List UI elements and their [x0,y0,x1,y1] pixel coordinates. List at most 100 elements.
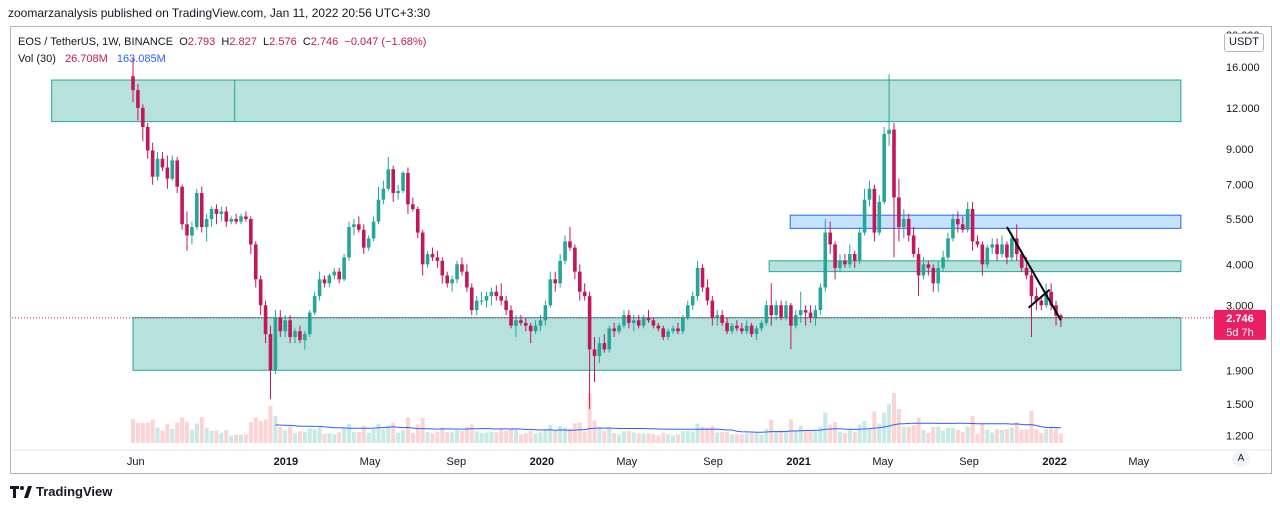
candle[interactable] [725,317,729,335]
candle[interactable] [970,201,975,251]
candle[interactable] [445,271,450,288]
candle[interactable] [803,305,808,326]
candle[interactable] [592,337,597,383]
candle[interactable] [735,320,739,332]
candle[interactable] [1005,241,1009,265]
candle[interactable] [705,279,710,306]
candle[interactable] [386,157,391,191]
candle[interactable] [239,213,243,225]
candle[interactable] [617,322,621,335]
candle[interactable] [1059,313,1063,327]
candle[interactable] [573,244,577,280]
candle[interactable] [327,273,332,288]
candle[interactable] [671,325,675,335]
candle[interactable] [273,310,278,375]
candle[interactable] [852,250,857,268]
candle[interactable] [568,226,572,251]
candle[interactable] [754,325,759,341]
candle[interactable] [523,317,528,332]
candle[interactable] [685,300,690,321]
candle[interactable] [862,188,867,236]
candle[interactable] [548,271,553,308]
candle[interactable] [543,300,548,326]
candle[interactable] [636,315,641,329]
candle[interactable] [425,250,430,268]
candle[interactable] [622,310,626,329]
candle[interactable] [307,310,312,338]
candle[interactable] [1034,287,1039,311]
candle[interactable] [298,325,302,344]
candle[interactable] [838,254,842,272]
candle[interactable] [818,283,823,316]
candle[interactable] [376,186,381,225]
candle[interactable] [808,305,813,323]
candle[interactable] [681,315,685,335]
candle[interactable] [411,197,415,212]
candle[interactable] [489,287,494,306]
candle[interactable] [1000,235,1004,258]
candle[interactable] [956,211,960,233]
candle[interactable] [995,238,999,261]
zone-supply-1[interactable] [789,214,1182,229]
candle[interactable] [479,291,484,306]
candle[interactable] [224,206,229,227]
candle[interactable] [607,325,612,353]
candle[interactable] [258,275,263,316]
zone-support-2[interactable] [768,260,1182,273]
candle[interactable] [303,331,307,350]
candle[interactable] [465,264,469,292]
candle[interactable] [131,58,135,103]
trendline-1[interactable] [1028,288,1051,309]
candle[interactable] [695,260,700,301]
candle[interactable] [867,180,872,207]
candle[interactable] [430,247,435,261]
auto-scale-button[interactable]: A [1232,451,1250,467]
candle[interactable] [312,291,317,316]
candle[interactable] [420,229,425,276]
candle[interactable] [263,300,268,344]
candle[interactable] [528,322,533,344]
candle[interactable] [965,201,970,233]
candle[interactable] [155,152,160,181]
candle[interactable] [337,267,342,284]
candle[interactable] [700,264,705,292]
candle[interactable] [249,216,253,255]
candle[interactable] [892,122,896,258]
tradingview-footer[interactable]: TradingView [10,484,112,499]
candle[interactable] [857,226,862,265]
candle[interactable] [519,315,523,326]
candle[interactable] [744,320,749,335]
candle[interactable] [381,180,386,205]
candle[interactable] [833,241,837,280]
candle[interactable] [204,213,209,242]
candle[interactable] [980,241,985,276]
candle[interactable] [730,322,734,335]
candle[interactable] [234,213,238,225]
candle[interactable] [450,275,454,292]
candle[interactable] [843,254,847,268]
candle[interactable] [921,257,926,280]
candle[interactable] [145,122,150,159]
candle[interactable] [710,296,715,326]
candle[interactable] [720,310,724,326]
candle[interactable] [504,296,508,316]
candle[interactable] [229,216,233,225]
candle[interactable] [990,238,994,255]
candle[interactable] [391,165,396,202]
candle[interactable] [396,184,400,200]
candle[interactable] [656,322,661,332]
candle[interactable] [828,221,832,255]
candle[interactable] [848,244,852,268]
candle[interactable] [371,216,376,242]
candle[interactable] [484,291,489,308]
candle[interactable] [469,283,474,316]
candle[interactable] [165,155,170,189]
candle[interactable] [347,221,351,261]
candle[interactable] [563,235,567,265]
candle[interactable] [357,216,361,233]
candle[interactable] [366,235,371,251]
candle[interactable] [582,283,587,301]
candle[interactable] [342,254,346,282]
candle[interactable] [455,260,459,284]
